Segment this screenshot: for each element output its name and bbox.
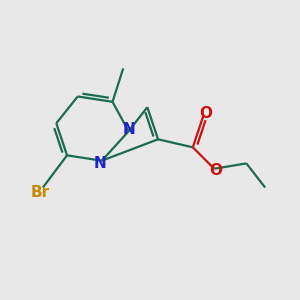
Text: Br: Br [31, 185, 50, 200]
Text: O: O [200, 106, 213, 122]
Text: O: O [209, 163, 222, 178]
Text: N: N [94, 156, 107, 171]
Text: N: N [122, 122, 135, 137]
